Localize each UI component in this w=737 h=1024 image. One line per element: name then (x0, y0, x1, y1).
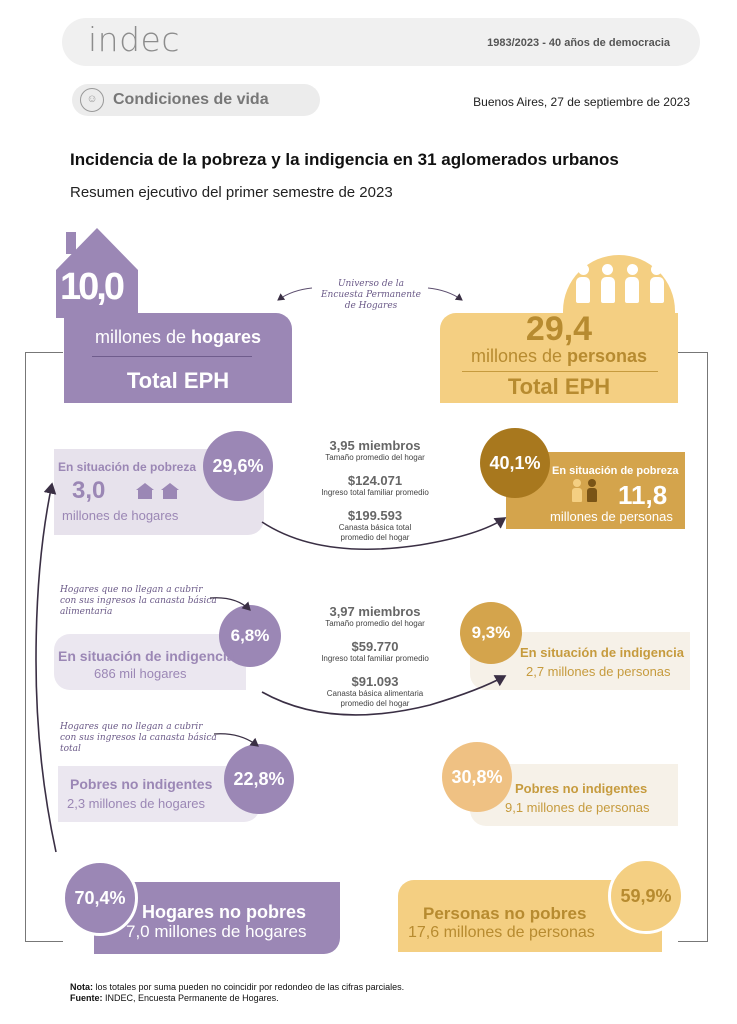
indec-logo: indec (88, 20, 180, 59)
people-group-icon: ☺ (80, 88, 104, 112)
personas-total-label: Total EPH (507, 374, 611, 399)
footer-fuente: Fuente: INDEC, Encuesta Permanente de Ho… (70, 993, 404, 1004)
footer-nota: Nota: los totales por suma pueden no coi… (70, 982, 404, 993)
stat-desc: promedio del hogar (340, 533, 410, 542)
pobres-no-indigentes-personas-unit: 9,1 millones de personas (505, 800, 650, 815)
stat-desc: Tamaño promedio del hogar (325, 619, 425, 628)
hogares-unit-bold: hogares (191, 327, 262, 347)
no-pobres-hogares-label: Hogares no pobres (142, 902, 307, 922)
indigencia-stats: 3,97 miembros Tamaño promedio del hogar … (285, 604, 465, 709)
stat-value: $91.093 (351, 674, 399, 689)
person-icon (575, 264, 591, 304)
pobreza-personas-percent: 40,1% (480, 428, 550, 498)
personas-unit-prefix: millones de (470, 346, 567, 366)
house-icon (161, 483, 179, 499)
pobreza-personas-label: En situación de pobreza (552, 465, 679, 477)
page-title: Incidencia de la pobreza y la indigencia… (70, 150, 619, 169)
pobreza-hogares-number: 3,0 (72, 477, 106, 504)
footer-notes: Nota: los totales por suma pueden no coi… (70, 982, 404, 1004)
stat-desc: Canasta básica total (338, 523, 412, 532)
stat-value: 3,95 miembros (329, 438, 421, 453)
pobreza-hogares-unit: millones de hogares (62, 508, 179, 523)
pobres-no-indigentes-hogares-percent: 22,8% (224, 744, 294, 814)
annotation-pobreza: Hogares que no llegan a cubrir con sus i… (60, 722, 217, 754)
pobres-no-indigentes-personas-percent: 30,8% (442, 742, 512, 812)
indigencia-personas-label: En situación de indigencia (520, 645, 684, 660)
indigencia-hogares-unit: 686 mil hogares (94, 666, 187, 681)
indigencia-hogares-label: En situación de indigencia (58, 648, 235, 664)
header-tagline: 1983/2023 - 40 años de democracia (487, 37, 670, 49)
nota-label: Nota: (70, 982, 93, 992)
pobreza-stats: 3,95 miembros Tamaño promedio del hogar … (285, 438, 465, 543)
hogares-total-label: Total EPH (126, 368, 230, 393)
indigencia-hogares-percent: 6,8% (219, 605, 281, 667)
pobreza-personas-number: 11,8 (618, 480, 668, 510)
left-bracket (25, 352, 63, 942)
divider (92, 356, 252, 357)
pobres-no-indigentes-hogares-unit: 2,3 millones de hogares (67, 796, 206, 811)
stat-desc: Canasta básica alimentaria (326, 689, 424, 698)
personas-unit-bold: personas (567, 346, 648, 366)
page-subtitle: Resumen ejecutivo del primer semestre de… (70, 184, 393, 201)
pobreza-hogares-label: En situación de pobreza (58, 460, 197, 474)
house-body (56, 270, 138, 318)
fuente-text: INDEC, Encuesta Permanente de Hogares. (102, 993, 279, 1003)
no-pobres-personas-unit: 17,6 millones de personas (408, 924, 595, 941)
nota-text: los totales por suma pueden no coincidir… (93, 982, 405, 992)
pobreza-personas-unit: millones de personas (550, 509, 673, 524)
hogares-unit-prefix: millones de (94, 327, 191, 347)
stat-desc: Ingreso total familiar promedio (321, 654, 429, 663)
person-icon (600, 264, 616, 304)
pobres-no-indigentes-hogares-label: Pobres no indigentes (70, 776, 213, 792)
personas-total-box (440, 313, 678, 403)
person-icon (571, 479, 583, 502)
arrow-universo-right (427, 287, 463, 301)
pobres-no-indigentes-personas-label: Pobres no indigentes (515, 781, 648, 796)
pobreza-hogares-percent: 29,6% (203, 431, 273, 501)
hogares-total-number: 10,0 (60, 266, 125, 308)
people-icon-group (575, 264, 665, 304)
divider (462, 371, 658, 372)
personas-total-number: 29,4 (525, 310, 593, 348)
stat-value: $199.593 (347, 508, 403, 523)
header-bar (62, 18, 700, 66)
person-icon (586, 479, 598, 502)
stat-value: 3,97 miembros (329, 604, 421, 619)
house-chimney (66, 232, 76, 254)
universo-annotation: Universo de la Encuesta Permanente de Ho… (320, 279, 422, 311)
right-bracket (678, 352, 708, 942)
annotation-indigencia: Hogares que no llegan a cubrir con sus i… (60, 585, 217, 617)
person-icon (624, 264, 640, 304)
no-pobres-hogares-unit: 7,0 millones de hogares (126, 922, 307, 941)
hogares-total-box (64, 313, 292, 403)
arrow-universo-left (277, 287, 313, 301)
publication-date: Buenos Aires, 27 de septiembre de 2023 (473, 95, 690, 109)
person-icon (649, 264, 665, 304)
no-pobres-personas-label: Personas no pobres (423, 904, 587, 923)
indigencia-hogares-box (54, 634, 246, 690)
section-label: Condiciones de vida (113, 91, 269, 108)
no-pobres-personas-percent: 59,9% (608, 858, 684, 934)
stat-desc: Tamaño promedio del hogar (325, 453, 425, 462)
fuente-label: Fuente: (70, 993, 103, 1003)
indigencia-personas-unit: 2,7 millones de personas (526, 664, 671, 679)
stat-value: $59.770 (351, 639, 399, 654)
stat-value: $124.071 (347, 473, 403, 488)
stat-desc: promedio del hogar (340, 699, 410, 708)
house-icon (136, 483, 154, 499)
indigencia-personas-percent: 9,3% (460, 602, 522, 664)
hogares-total-unit: millones de hogares (64, 327, 292, 348)
no-pobres-hogares-percent: 70,4% (62, 860, 138, 936)
personas-total-unit: millones de personas (440, 346, 678, 367)
section-pill (72, 84, 320, 116)
stat-desc: Ingreso total familiar promedio (321, 488, 429, 497)
